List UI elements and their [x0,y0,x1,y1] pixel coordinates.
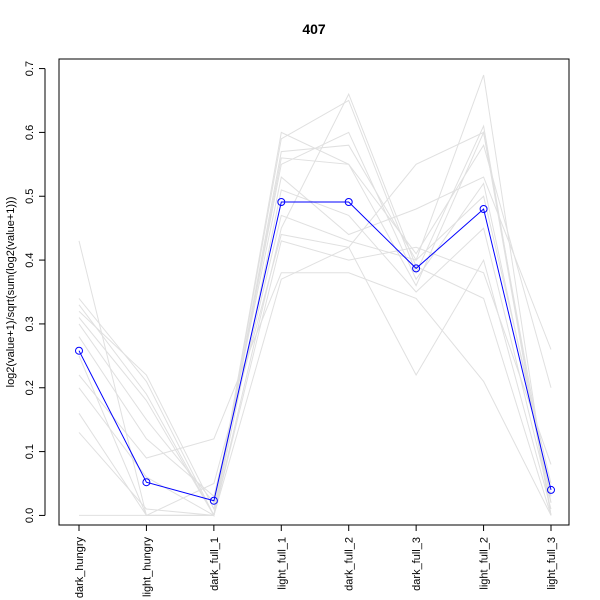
background-series-line [78,189,552,517]
highlight-point [344,198,353,206]
x-tick-label: dark_full_1 [209,537,221,591]
y-axis-label: log2(value+1)/sqrt(sum(log2(value+1))) [5,197,17,388]
x-tick-label: light_full_2 [479,537,491,590]
highlight-series-group [75,198,555,505]
background-series-line [78,195,552,498]
highlight-point [547,485,555,494]
y-tick-label: 0.3 [24,316,36,331]
x-tick-label: light_hungry [141,537,153,597]
background-series-group [78,74,552,517]
background-series-line [78,272,552,516]
y-tick-label: 0.1 [24,444,36,459]
background-series-line [78,233,552,517]
chart-title: 407 [302,21,326,37]
highlight-point [209,496,218,505]
x-tick-label: dark_full_2 [344,537,356,591]
x-tick-label: light_full_3 [546,537,558,590]
highlight-point [412,264,421,273]
x-tick-label: dark_hungry [74,537,86,599]
highlight-point [142,478,151,487]
y-tick-label: 0.6 [24,125,36,140]
background-series-line [78,240,552,517]
highlight-point [479,205,488,213]
y-tick-label: 0.2 [24,380,36,395]
y-axis: 0.0 0.1 0.2 0.3 0.4 0.5 0.6 0.7 [24,61,46,523]
x-axis: dark_hungry light_hungry dark_full_1 light_… [74,524,558,599]
background-series-line [79,131,552,516]
x-tick-label: light_full_1 [276,537,288,590]
highlight-point [277,198,286,206]
background-series-line [78,131,552,511]
highlight-series-line [78,201,552,502]
background-series-line [78,176,552,504]
highlight-point [75,346,83,355]
background-series-line [78,131,552,516]
background-series-line [78,92,552,516]
y-tick-label: 0.4 [24,252,36,267]
background-series-line [78,99,552,516]
background-series-line [78,130,552,517]
x-tick-label: dark_full_3 [411,537,423,591]
y-tick-label: 0.0 [24,508,36,523]
y-tick-label: 0.5 [24,189,36,204]
y-tick-label: 0.7 [24,61,36,76]
